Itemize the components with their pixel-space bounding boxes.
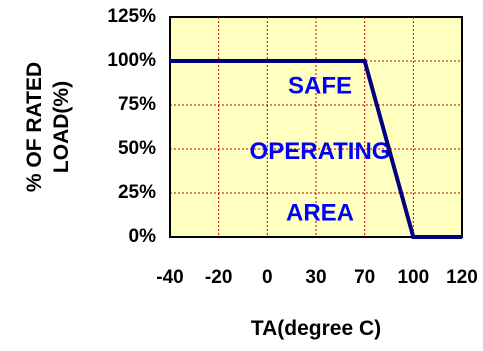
series-group [170,59,462,239]
plot-border [169,16,463,238]
y-tick-label: 0% [129,226,157,247]
x-tick-label: -20 [205,267,232,288]
x-tick-label: 100 [397,267,429,288]
x-tick-label: -40 [156,267,183,288]
annotation-line: OPERATING [250,138,391,165]
y-tick-label: 75% [118,94,156,115]
x-tick-label: 30 [305,267,326,288]
plot-frame [169,16,463,238]
y-tick-label: 125% [107,6,156,27]
x-tick-labels: -40 -20 0 30 70 100 120 [156,267,478,288]
annotation-line: SAFE [288,73,352,100]
y-axis-title-line1: % OF RATED [23,62,46,192]
y-axis-title-line2: LOAD(%) [50,81,73,173]
series-line [170,59,462,239]
x-tick-label: 70 [354,267,375,288]
x-tick-label: 0 [262,267,273,288]
annotation-group: SAFE OPERATING AREA [250,73,391,227]
y-tick-labels: 125% 100% 75% 50% 25% 0% [107,6,156,247]
y-tick-label: 50% [118,138,156,159]
x-tick-label: 120 [446,267,478,288]
x-axis-title: TA(degree C) [251,317,381,340]
y-tick-label: 25% [118,182,156,203]
annotation-line: AREA [286,199,354,226]
y-tick-label: 100% [107,50,156,71]
